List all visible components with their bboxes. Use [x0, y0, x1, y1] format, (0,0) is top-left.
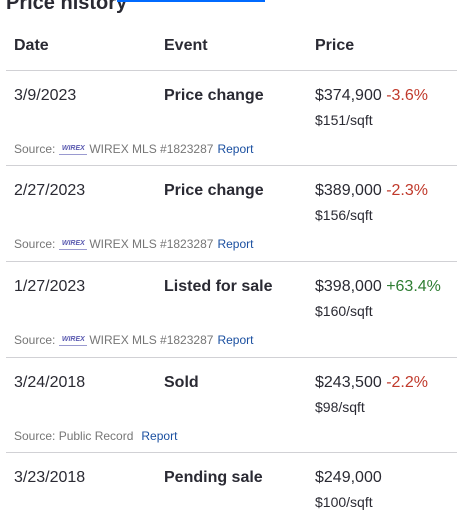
wirex-logo: WIREX [59, 335, 88, 346]
source-text: Source: Public Record [14, 429, 134, 443]
row-event: Price change [164, 87, 264, 104]
row-date: 3/24/2018 [14, 374, 86, 391]
row-event: Price change [164, 182, 264, 199]
row-price: $374,900 -3.6% [315, 87, 428, 105]
price-value: $398,000 [315, 278, 382, 295]
wirex-logo: WIREX [59, 144, 88, 155]
source-text: WIREX MLS #1823287 [89, 333, 214, 347]
price-per-sqft: $160/sqft [315, 303, 373, 319]
row-source: Source: Public Record Report [14, 429, 177, 443]
row-source: Source: WIREX WIREX MLS #1823287 Report [14, 142, 253, 156]
source-label: Source: [14, 237, 56, 251]
price-change: -2.3% [386, 182, 428, 199]
table-row: 3/9/2023 Price change $374,900 -3.6% $15… [6, 71, 457, 166]
row-source: Source: WIREX WIREX MLS #1823287 Report [14, 333, 253, 347]
source-text: WIREX MLS #1823287 [89, 142, 214, 156]
table-row: 1/27/2023 Listed for sale $398,000 +63.4… [6, 262, 457, 358]
row-event: Listed for sale [164, 278, 273, 295]
row-date: 1/27/2023 [14, 278, 86, 295]
row-price: $398,000 +63.4% [315, 278, 441, 296]
price-value: $243,500 [315, 374, 382, 391]
price-change: +63.4% [386, 278, 441, 295]
report-link[interactable]: Report [217, 237, 254, 251]
wirex-logo: WIREX [59, 239, 88, 250]
row-date: 3/9/2023 [14, 87, 77, 104]
row-date: 2/27/2023 [14, 182, 86, 199]
price-per-sqft: $156/sqft [315, 207, 373, 223]
report-link[interactable]: Report [217, 142, 254, 156]
table-row: 3/24/2018 Sold $243,500 -2.2% $98/sqft S… [6, 358, 457, 453]
row-date: 3/23/2018 [14, 469, 86, 486]
price-value: $389,000 [315, 182, 382, 199]
price-per-sqft: $100/sqft [315, 494, 373, 510]
row-source: Source: WIREX WIREX MLS #1823287 Report [14, 237, 253, 251]
column-header-date: Date [14, 37, 49, 54]
report-link[interactable]: Report [217, 333, 254, 347]
price-value: $374,900 [315, 87, 382, 104]
row-price: $249,000 [315, 469, 382, 487]
column-header-event: Event [164, 37, 208, 54]
row-price: $389,000 -2.3% [315, 182, 428, 200]
row-event: Pending sale [164, 469, 263, 486]
table-row: 2/27/2023 Price change $389,000 -2.3% $1… [6, 166, 457, 262]
source-label: Source: [14, 333, 56, 347]
section-title: Price history [6, 0, 128, 14]
row-price: $243,500 -2.2% [315, 374, 428, 392]
table-header: Date Event Price [6, 30, 457, 71]
report-link[interactable]: Report [141, 429, 178, 443]
price-value: $249,000 [315, 469, 382, 486]
source-text: WIREX MLS #1823287 [89, 237, 214, 251]
source-label: Source: [14, 142, 56, 156]
price-per-sqft: $151/sqft [315, 112, 373, 128]
price-per-sqft: $98/sqft [315, 399, 365, 415]
column-header-price: Price [315, 37, 355, 54]
table-row: 3/23/2018 Pending sale $249,000 $100/sqf… [6, 453, 457, 523]
row-event: Sold [164, 374, 199, 391]
price-change: -3.6% [386, 87, 428, 104]
tab-underline [117, 0, 265, 2]
price-change: -2.2% [386, 374, 428, 391]
